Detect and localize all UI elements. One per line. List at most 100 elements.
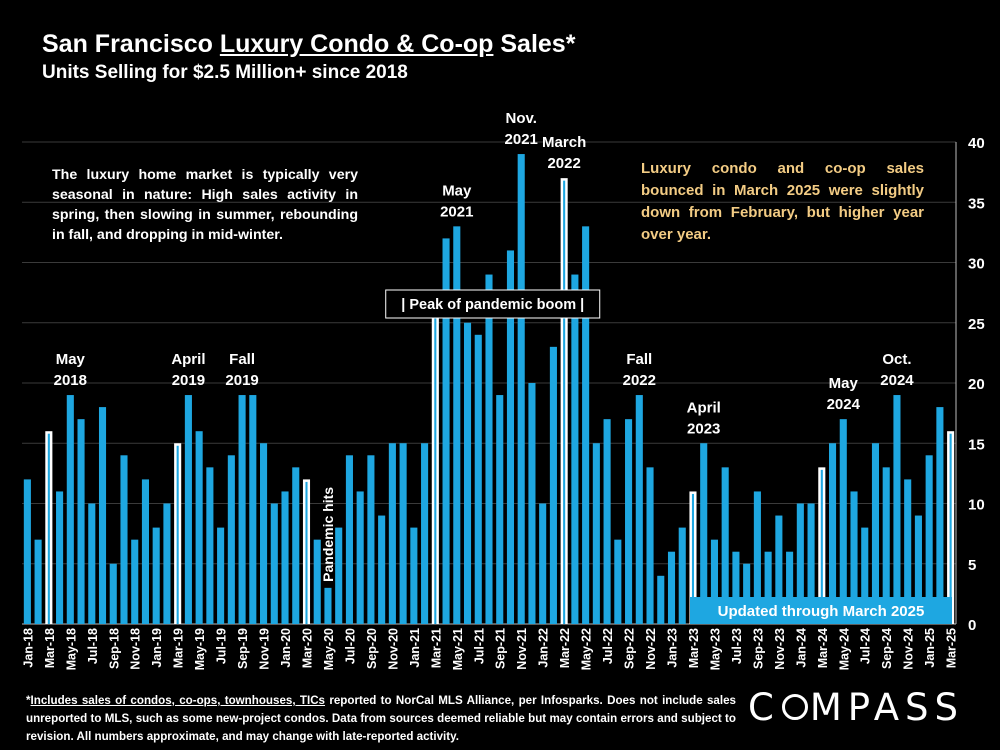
bar	[313, 539, 321, 624]
x-tick-label: Mar-19	[172, 628, 186, 668]
annotation-label: 2022	[547, 155, 580, 172]
bar	[839, 419, 847, 624]
annotation-label: Oct.	[882, 351, 911, 368]
x-tick-label: May-18	[64, 628, 78, 670]
bar-highlight-inner	[305, 481, 308, 624]
annotation-label: 2021	[505, 131, 538, 148]
bar	[721, 467, 729, 624]
bar	[335, 527, 343, 624]
bar	[56, 491, 64, 624]
bar	[796, 503, 804, 624]
bar	[506, 250, 515, 624]
bar	[775, 515, 783, 624]
x-tick-label: Jan-23	[666, 628, 680, 668]
bar	[539, 503, 547, 624]
bar	[571, 274, 579, 624]
y-tick-label: 25	[968, 316, 985, 333]
bar	[217, 527, 225, 624]
bar	[98, 407, 107, 624]
bar	[163, 503, 171, 624]
bar	[914, 515, 922, 624]
bar	[77, 419, 85, 624]
y-tick-label: 5	[968, 557, 976, 574]
x-tick-label: Mar-20	[300, 628, 314, 668]
bar	[399, 443, 407, 624]
march-2025-note: Luxury condo and co-op sales bounced in …	[641, 160, 924, 243]
annotation-label: 2021	[440, 203, 473, 220]
annotation-label: 2024	[827, 396, 861, 413]
x-tick-label: May-21	[451, 628, 465, 670]
bar	[292, 467, 300, 624]
x-tick-label: Nov-18	[129, 628, 143, 670]
x-tick-label: Jan-24	[794, 628, 808, 668]
bar	[646, 467, 654, 624]
bar	[238, 395, 246, 624]
x-tick-label: Jan-21	[408, 628, 422, 668]
x-tick-label: Jul-19	[215, 628, 229, 664]
bar	[367, 455, 375, 624]
bar	[635, 395, 643, 624]
bar	[732, 551, 740, 624]
bar	[270, 503, 278, 624]
x-tick-label: Jul-24	[859, 628, 873, 664]
bar	[871, 443, 880, 624]
annotation-label: 2018	[54, 372, 87, 389]
bar-highlight-inner	[47, 433, 50, 624]
x-tick-label: Sep-18	[107, 628, 121, 669]
annotation-label: Fall	[626, 351, 652, 368]
bar	[249, 395, 257, 624]
bar	[657, 575, 665, 624]
bar	[904, 479, 912, 624]
bar	[614, 539, 622, 624]
bar	[764, 551, 772, 624]
peak-label: | Peak of pandemic boom |	[401, 297, 584, 313]
annotation-label: May	[442, 182, 472, 199]
bar	[549, 346, 557, 624]
annotation-label: 2019	[225, 372, 258, 389]
compass-logo: C MPASS	[748, 686, 964, 729]
x-tick-label: Nov-19	[258, 628, 272, 670]
annotation-label: 2023	[687, 420, 720, 437]
bar	[807, 503, 815, 624]
bar-highlight-inner	[820, 469, 823, 624]
bar	[453, 226, 461, 624]
y-tick-label: 0	[968, 617, 976, 634]
bar	[861, 527, 869, 624]
bar	[882, 467, 890, 624]
bar	[667, 551, 676, 624]
x-tick-label: Nov-22	[644, 628, 658, 670]
bar	[184, 395, 192, 624]
x-tick-label: Jan-18	[21, 628, 35, 668]
bar	[625, 419, 633, 624]
x-tick-label: Nov-20	[386, 628, 400, 670]
y-tick-label: 35	[968, 195, 985, 212]
annotation-label: Nov.	[506, 110, 537, 127]
bar	[378, 515, 386, 624]
x-tick-label: Nov-24	[902, 628, 916, 670]
x-tick-label: Mar-25	[945, 628, 959, 668]
y-tick-label: 10	[968, 497, 985, 514]
bar	[893, 395, 901, 624]
x-tick-label: Jan-25	[923, 628, 937, 668]
x-tick-label: Sep-21	[494, 628, 508, 669]
bar	[463, 322, 472, 624]
bar	[356, 491, 364, 624]
peak-label-box	[385, 289, 601, 319]
x-tick-label: Sep-24	[880, 628, 894, 669]
bar	[227, 455, 235, 624]
x-tick-label: Sep-22	[623, 628, 637, 669]
logo-circle-icon	[781, 694, 808, 720]
x-tick-label: Jul-21	[472, 628, 486, 664]
bar	[410, 527, 418, 624]
bar-highlight-inner	[691, 493, 695, 624]
seasonality-note: The luxury home market is typically very…	[52, 167, 358, 243]
x-tick-label: Jan-19	[150, 628, 164, 668]
bar-highlight-inner	[563, 180, 566, 624]
x-tick-label: Mar-18	[43, 628, 57, 668]
bar	[152, 527, 160, 624]
annotation-label: 2019	[172, 372, 205, 389]
bar	[786, 551, 794, 624]
x-tick-label: Mar-23	[687, 628, 701, 668]
bar	[66, 395, 74, 624]
